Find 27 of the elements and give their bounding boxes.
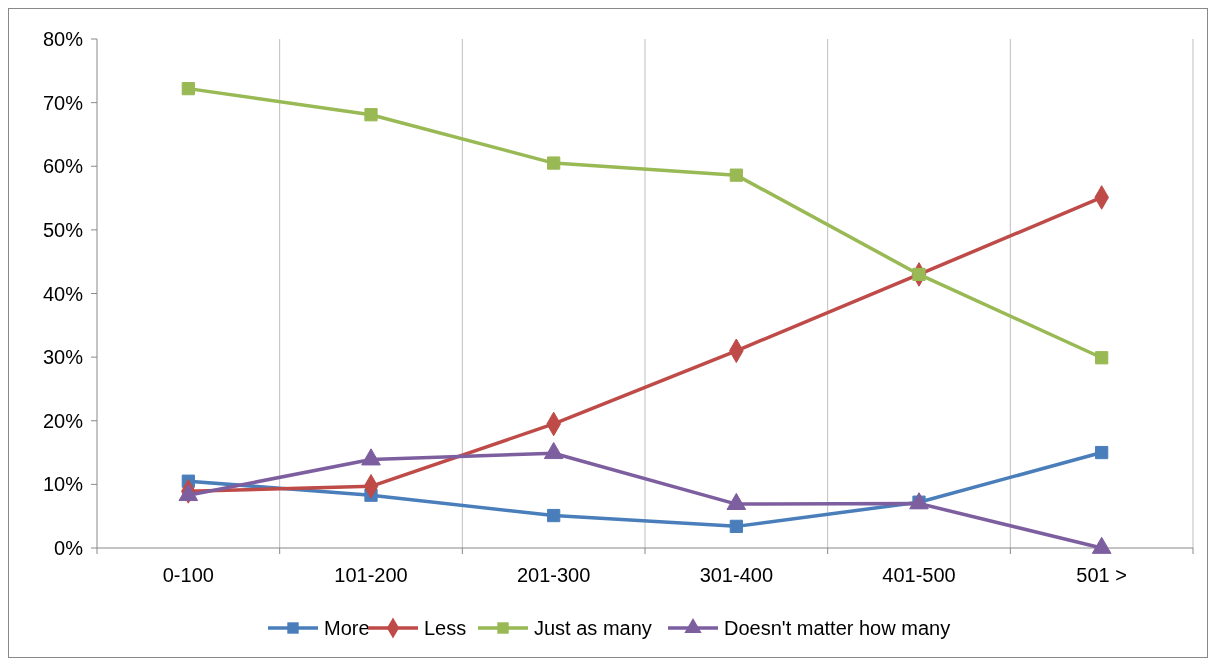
y-tick-label: 70% <box>42 91 84 114</box>
legend-label: More <box>324 617 370 639</box>
x-tick-label: 301-400 <box>699 564 774 586</box>
y-tick-label: 60% <box>42 155 84 178</box>
point <box>547 156 561 170</box>
y-tick-label: 50% <box>42 218 84 241</box>
y-tick-label: 80% <box>42 28 84 50</box>
x-tick-label: 201-300 <box>516 564 591 586</box>
y-tick-label: 20% <box>42 409 84 432</box>
legend-label: Less <box>424 617 467 639</box>
x-tick-label: 501 > <box>1076 564 1127 586</box>
x-tick-label: 401-500 <box>882 564 956 586</box>
y-tick-label: 30% <box>42 346 84 369</box>
point <box>1095 445 1109 460</box>
point <box>729 168 743 182</box>
point <box>547 508 561 523</box>
x-tick-label: 101-200 <box>334 564 408 586</box>
point <box>181 82 195 96</box>
point <box>364 108 378 122</box>
legend-label: Just as many <box>534 617 652 639</box>
x-tick-label: 0-100 <box>162 564 214 586</box>
legend-label: Doesn't matter how many <box>724 617 951 639</box>
point <box>729 519 743 533</box>
y-tick-label: 40% <box>42 282 84 305</box>
y-tick-label: 10% <box>42 473 84 496</box>
point <box>1095 351 1109 365</box>
y-tick-label: 0% <box>54 537 84 559</box>
